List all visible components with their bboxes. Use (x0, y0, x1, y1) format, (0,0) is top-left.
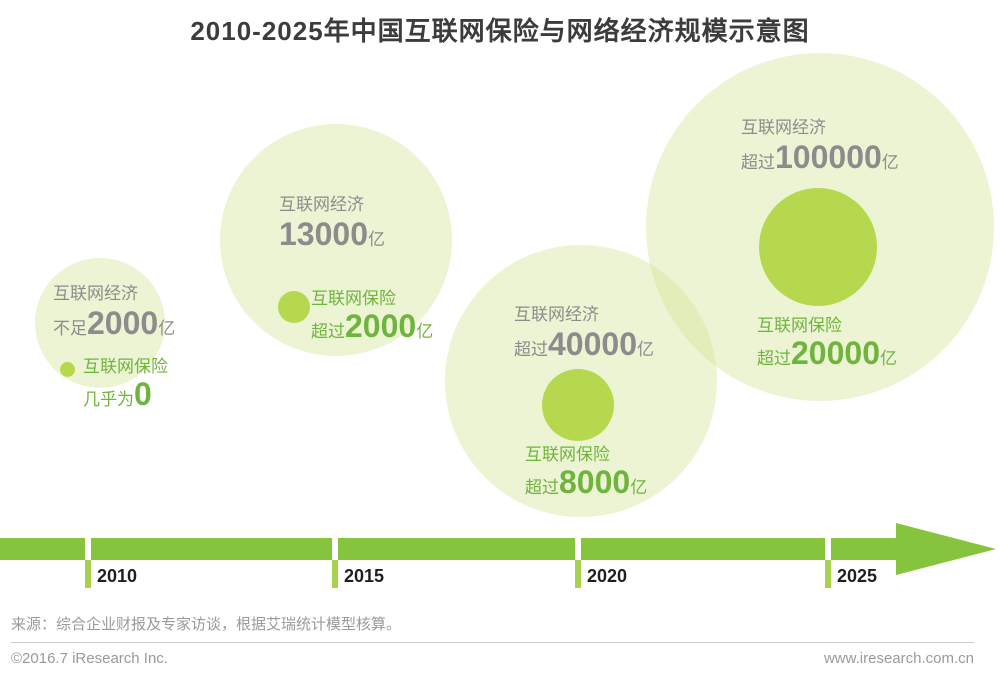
economy-value: 13000 (279, 216, 368, 252)
economy-bubble-2015 (220, 124, 452, 356)
economy-value: 100000 (775, 139, 882, 175)
economy-unit: 亿 (881, 153, 899, 172)
economy-bubble-2010 (35, 258, 165, 388)
insurance-prefix: 超过 (311, 322, 345, 341)
economy-value: 40000 (548, 326, 637, 362)
timeline-subtick-2020 (575, 560, 581, 588)
year-label-2025: 2025 (837, 566, 878, 586)
timeline-tick-2020 (575, 538, 581, 560)
economy-prefix: 不足 (53, 319, 87, 338)
insurance-unit: 亿 (630, 478, 648, 497)
economy-text-2010: 互联网经济 不足2000亿 (53, 283, 175, 347)
insurance-prefix: 超过 (757, 349, 791, 368)
website-text: www.iresearch.com.cn (823, 650, 974, 667)
economy-label: 互联网经济 (741, 118, 826, 137)
timeline-tick-2025 (825, 538, 831, 560)
insurance-text-2010: 互联网保险 几乎为0 (83, 356, 168, 418)
economy-text-2015: 互联网经济 13000亿 (279, 194, 385, 258)
insurance-circle-2025 (759, 188, 877, 306)
timeline-tick-2015 (332, 538, 338, 560)
chart-title: 2010-2025年中国互联网保险与网络经济规模示意图 (190, 16, 810, 46)
economy-prefix: 超过 (741, 153, 775, 172)
year-label-2020: 2020 (587, 566, 628, 586)
insurance-text-2015: 互联网保险 超过2000亿 (311, 288, 433, 350)
insurance-prefix: 超过 (525, 478, 559, 497)
year-label-2015: 2015 (344, 566, 385, 586)
insurance-prefix: 几乎为 (83, 390, 134, 409)
economy-label: 互联网经济 (279, 195, 364, 214)
insurance-value: 8000 (559, 464, 631, 500)
insurance-label: 互联网保险 (525, 445, 610, 464)
economy-label: 互联网经济 (53, 284, 138, 303)
timeline-bar (0, 538, 896, 560)
timeline-subtick-2010 (85, 560, 91, 588)
economy-value: 2000 (87, 305, 159, 341)
insurance-label: 互联网保险 (757, 316, 842, 335)
insurance-unit: 亿 (879, 349, 897, 368)
timeline-subtick-2025 (825, 560, 831, 588)
insurance-value: 2000 (345, 308, 417, 344)
economy-text-2020: 互联网经济 超过40000亿 (514, 304, 654, 368)
economy-prefix: 超过 (514, 340, 548, 359)
insurance-dot-2010 (60, 362, 75, 377)
economy-label: 互联网经济 (514, 305, 599, 324)
insurance-label: 互联网保险 (311, 289, 396, 308)
timeline-tick-2010 (85, 538, 91, 560)
insurance-value: 0 (134, 376, 152, 412)
economy-text-2025: 互联网经济 超过100000亿 (741, 117, 899, 181)
footer-divider (11, 642, 974, 643)
year-label-2010: 2010 (97, 566, 138, 586)
insurance-circle-2015 (278, 291, 310, 323)
insurance-text-2020: 互联网保险 超过8000亿 (525, 444, 647, 506)
economy-unit: 亿 (367, 230, 385, 249)
source-note: 来源：综合企业财报及专家访谈，根据艾瑞统计模型核算。 (11, 616, 402, 633)
insurance-text-2025: 互联网保险 超过20000亿 (757, 315, 897, 377)
economy-unit: 亿 (636, 340, 654, 359)
economy-unit: 亿 (158, 319, 176, 338)
copyright-text: ©2016.7 iResearch Inc. (11, 650, 168, 667)
insurance-unit: 亿 (416, 322, 434, 341)
insurance-circle-2020 (542, 369, 614, 441)
insurance-label: 互联网保险 (83, 357, 168, 376)
timeline-arrowhead-icon (896, 523, 996, 575)
insurance-value: 20000 (791, 335, 880, 371)
timeline-subtick-2015 (332, 560, 338, 588)
